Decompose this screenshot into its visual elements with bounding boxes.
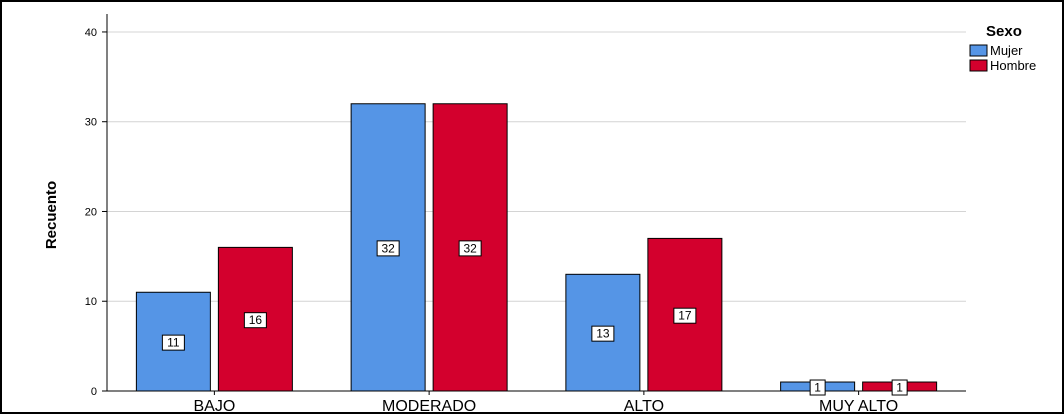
data-label: 32 bbox=[381, 241, 395, 255]
y-tick-label: 20 bbox=[85, 206, 97, 218]
x-tick-label: MODERADO bbox=[382, 398, 476, 414]
data-label-box bbox=[161, 334, 185, 351]
data-label-box bbox=[591, 325, 615, 342]
legend-label-mujer: Mujer bbox=[990, 43, 1023, 58]
legend-swatch-mujer bbox=[969, 44, 988, 57]
data-label-box bbox=[376, 240, 400, 257]
y-axis-title: Recuento bbox=[43, 181, 60, 249]
x-tick-label: BAJO bbox=[193, 398, 235, 414]
data-label: 11 bbox=[167, 336, 180, 350]
data-label: 32 bbox=[463, 241, 477, 255]
data-label-box bbox=[809, 379, 826, 396]
y-tick-label: 10 bbox=[85, 296, 97, 308]
x-tick-label: ALTO bbox=[624, 398, 664, 414]
data-label: 1 bbox=[896, 381, 903, 395]
data-label: 13 bbox=[596, 327, 610, 341]
legend-label-hombre: Hombre bbox=[990, 58, 1036, 73]
legend-swatch-hombre bbox=[969, 59, 988, 72]
y-tick-label: 40 bbox=[85, 27, 97, 39]
data-label: 17 bbox=[678, 309, 692, 323]
legend-title: Sexo bbox=[986, 23, 1022, 40]
data-label-box bbox=[243, 312, 267, 329]
data-label: 16 bbox=[249, 313, 263, 327]
axes-group: 0 10 20 30 40 BAJO MODERADO ALTO MUY ALTO bbox=[85, 14, 966, 414]
data-label-box bbox=[891, 379, 908, 396]
data-label-box bbox=[673, 307, 697, 324]
data-label-box bbox=[458, 240, 482, 257]
data-label: 1 bbox=[814, 381, 821, 395]
y-tick-label: 30 bbox=[85, 117, 97, 129]
x-tick-label: MUY ALTO bbox=[819, 398, 898, 414]
y-tick-label: 0 bbox=[91, 386, 97, 398]
